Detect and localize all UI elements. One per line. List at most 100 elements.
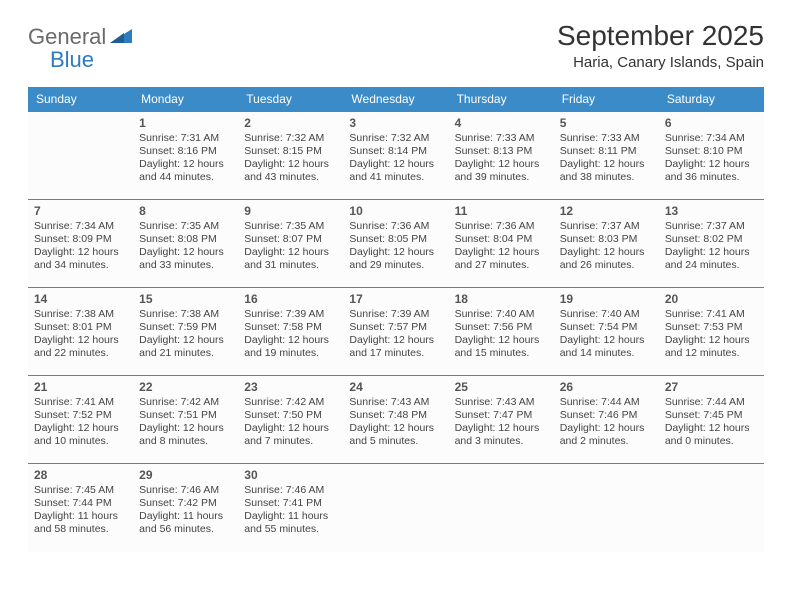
- calendar-day-cell: [343, 464, 448, 552]
- day-number: 6: [665, 116, 758, 130]
- day-info: Sunrise: 7:31 AMSunset: 8:16 PMDaylight:…: [139, 132, 232, 185]
- day-number: 15: [139, 292, 232, 306]
- weekday-header: Tuesday: [238, 87, 343, 112]
- calendar-day-cell: 8 Sunrise: 7:35 AMSunset: 8:08 PMDaylight…: [133, 200, 238, 288]
- day-number: 14: [34, 292, 127, 306]
- day-number: 25: [455, 380, 548, 394]
- day-info: Sunrise: 7:36 AMSunset: 8:04 PMDaylight:…: [455, 220, 548, 273]
- calendar-week-row: 14 Sunrise: 7:38 AMSunset: 8:01 PMDayligh…: [28, 288, 764, 376]
- day-info: Sunrise: 7:34 AMSunset: 8:09 PMDaylight:…: [34, 220, 127, 273]
- calendar-day-cell: 20 Sunrise: 7:41 AMSunset: 7:53 PMDayligh…: [659, 288, 764, 376]
- day-number: 1: [139, 116, 232, 130]
- calendar-week-row: 28 Sunrise: 7:45 AMSunset: 7:44 PMDayligh…: [28, 464, 764, 552]
- title-block: September 2025 Haria, Canary Islands, Sp…: [557, 20, 764, 71]
- calendar-day-cell: 14 Sunrise: 7:38 AMSunset: 8:01 PMDayligh…: [28, 288, 133, 376]
- day-info: Sunrise: 7:35 AMSunset: 8:08 PMDaylight:…: [139, 220, 232, 273]
- day-number: 8: [139, 204, 232, 218]
- calendar-day-cell: 18Sunrise: 7:40 AMSunset: 7:56 PMDayligh…: [449, 288, 554, 376]
- weekday-header: Saturday: [659, 87, 764, 112]
- calendar-day-cell: 19 Sunrise: 7:40 AMSunset: 7:54 PMDayligh…: [554, 288, 659, 376]
- weekday-header: Wednesday: [343, 87, 448, 112]
- calendar-day-cell: 9Sunrise: 7:35 AMSunset: 8:07 PMDaylight…: [238, 200, 343, 288]
- day-number: 27: [665, 380, 758, 394]
- day-number: 26: [560, 380, 653, 394]
- calendar-page: General September 2025 Haria, Canary Isl…: [0, 0, 792, 572]
- day-info: Sunrise: 7:32 AMSunset: 8:15 PMDaylight:…: [244, 132, 337, 185]
- day-info: Sunrise: 7:37 AMSunset: 8:03 PMDaylight:…: [560, 220, 653, 273]
- day-info: Sunrise: 7:44 AMSunset: 7:46 PMDaylight:…: [560, 396, 653, 449]
- day-number: 2: [244, 116, 337, 130]
- calendar-day-cell: [659, 464, 764, 552]
- day-number: 5: [560, 116, 653, 130]
- calendar-day-cell: 25 Sunrise: 7:43 AMSunset: 7:47 PMDayligh…: [449, 376, 554, 464]
- brand-text-blue: Blue: [50, 47, 94, 73]
- day-number: 24: [349, 380, 442, 394]
- day-info: Sunrise: 7:32 AMSunset: 8:14 PMDaylight:…: [349, 132, 442, 185]
- calendar-day-cell: 6 Sunrise: 7:34 AMSunset: 8:10 PMDaylight…: [659, 112, 764, 200]
- day-info: Sunrise: 7:46 AMSunset: 7:41 PMDaylight:…: [244, 484, 337, 537]
- day-number: 16: [244, 292, 337, 306]
- calendar-day-cell: 13 Sunrise: 7:37 AMSunset: 8:02 PMDayligh…: [659, 200, 764, 288]
- calendar-day-cell: 26 Sunrise: 7:44 AMSunset: 7:46 PMDayligh…: [554, 376, 659, 464]
- day-info: Sunrise: 7:33 AMSunset: 8:13 PMDaylight:…: [455, 132, 548, 185]
- calendar-day-cell: 30 Sunrise: 7:46 AMSunset: 7:41 PMDayligh…: [238, 464, 343, 552]
- day-number: 7: [34, 204, 127, 218]
- day-number: 11: [455, 204, 548, 218]
- day-info: Sunrise: 7:45 AMSunset: 7:44 PMDaylight:…: [34, 484, 127, 537]
- brand-triangle-icon: [110, 27, 132, 48]
- calendar-day-cell: 22Sunrise: 7:42 AMSunset: 7:51 PMDayligh…: [133, 376, 238, 464]
- day-info: Sunrise: 7:43 AMSunset: 7:48 PMDaylight:…: [349, 396, 442, 449]
- day-number: 20: [665, 292, 758, 306]
- calendar-day-cell: 10Sunrise: 7:36 AMSunset: 8:05 PMDayligh…: [343, 200, 448, 288]
- day-number: 3: [349, 116, 442, 130]
- day-number: 30: [244, 468, 337, 482]
- day-number: 23: [244, 380, 337, 394]
- day-info: Sunrise: 7:40 AMSunset: 7:54 PMDaylight:…: [560, 308, 653, 361]
- day-number: 29: [139, 468, 232, 482]
- calendar-day-cell: 23 Sunrise: 7:42 AMSunset: 7:50 PMDayligh…: [238, 376, 343, 464]
- weekday-header: Friday: [554, 87, 659, 112]
- day-info: Sunrise: 7:46 AMSunset: 7:42 PMDaylight:…: [139, 484, 232, 537]
- day-info: Sunrise: 7:41 AMSunset: 7:52 PMDaylight:…: [34, 396, 127, 449]
- calendar-day-cell: 1 Sunrise: 7:31 AMSunset: 8:16 PMDaylight…: [133, 112, 238, 200]
- calendar-day-cell: 2 Sunrise: 7:32 AMSunset: 8:15 PMDaylight…: [238, 112, 343, 200]
- calendar-day-cell: 11 Sunrise: 7:36 AMSunset: 8:04 PMDayligh…: [449, 200, 554, 288]
- calendar-day-cell: 24 Sunrise: 7:43 AMSunset: 7:48 PMDayligh…: [343, 376, 448, 464]
- day-info: Sunrise: 7:41 AMSunset: 7:53 PMDaylight:…: [665, 308, 758, 361]
- day-number: 17: [349, 292, 442, 306]
- day-number: 28: [34, 468, 127, 482]
- day-number: 19: [560, 292, 653, 306]
- calendar-day-cell: 15Sunrise: 7:38 AMSunset: 7:59 PMDayligh…: [133, 288, 238, 376]
- location-text: Haria, Canary Islands, Spain: [557, 54, 764, 71]
- calendar-week-row: 21 Sunrise: 7:41 AMSunset: 7:52 PMDayligh…: [28, 376, 764, 464]
- calendar-day-cell: 7 Sunrise: 7:34 AMSunset: 8:09 PMDaylight…: [28, 200, 133, 288]
- calendar-day-cell: [28, 112, 133, 200]
- day-info: Sunrise: 7:43 AMSunset: 7:47 PMDaylight:…: [455, 396, 548, 449]
- day-number: 12: [560, 204, 653, 218]
- day-number: 13: [665, 204, 758, 218]
- calendar-day-cell: 27 Sunrise: 7:44 AMSunset: 7:45 PMDayligh…: [659, 376, 764, 464]
- calendar-day-cell: 16 Sunrise: 7:39 AMSunset: 7:58 PMDayligh…: [238, 288, 343, 376]
- calendar-week-row: 7 Sunrise: 7:34 AMSunset: 8:09 PMDaylight…: [28, 200, 764, 288]
- calendar-body: 1 Sunrise: 7:31 AMSunset: 8:16 PMDaylight…: [28, 112, 764, 552]
- day-info: Sunrise: 7:34 AMSunset: 8:10 PMDaylight:…: [665, 132, 758, 185]
- day-info: Sunrise: 7:42 AMSunset: 7:50 PMDaylight:…: [244, 396, 337, 449]
- calendar-day-cell: 4 Sunrise: 7:33 AMSunset: 8:13 PMDaylight…: [449, 112, 554, 200]
- calendar-day-cell: 17 Sunrise: 7:39 AMSunset: 7:57 PMDayligh…: [343, 288, 448, 376]
- calendar-day-cell: 5 Sunrise: 7:33 AMSunset: 8:11 PMDaylight…: [554, 112, 659, 200]
- calendar-header-row: SundayMondayTuesdayWednesdayThursdayFrid…: [28, 87, 764, 112]
- day-info: Sunrise: 7:37 AMSunset: 8:02 PMDaylight:…: [665, 220, 758, 273]
- day-number: 4: [455, 116, 548, 130]
- day-info: Sunrise: 7:39 AMSunset: 7:58 PMDaylight:…: [244, 308, 337, 361]
- day-info: Sunrise: 7:44 AMSunset: 7:45 PMDaylight:…: [665, 396, 758, 449]
- calendar-table: SundayMondayTuesdayWednesdayThursdayFrid…: [28, 87, 764, 552]
- calendar-day-cell: 12 Sunrise: 7:37 AMSunset: 8:03 PMDayligh…: [554, 200, 659, 288]
- day-info: Sunrise: 7:35 AMSunset: 8:07 PMDaylight:…: [244, 220, 337, 273]
- day-number: 18: [455, 292, 548, 306]
- day-info: Sunrise: 7:33 AMSunset: 8:11 PMDaylight:…: [560, 132, 653, 185]
- weekday-header: Sunday: [28, 87, 133, 112]
- weekday-header: Monday: [133, 87, 238, 112]
- day-info: Sunrise: 7:39 AMSunset: 7:57 PMDaylight:…: [349, 308, 442, 361]
- day-info: Sunrise: 7:38 AMSunset: 8:01 PMDaylight:…: [34, 308, 127, 361]
- day-number: 21: [34, 380, 127, 394]
